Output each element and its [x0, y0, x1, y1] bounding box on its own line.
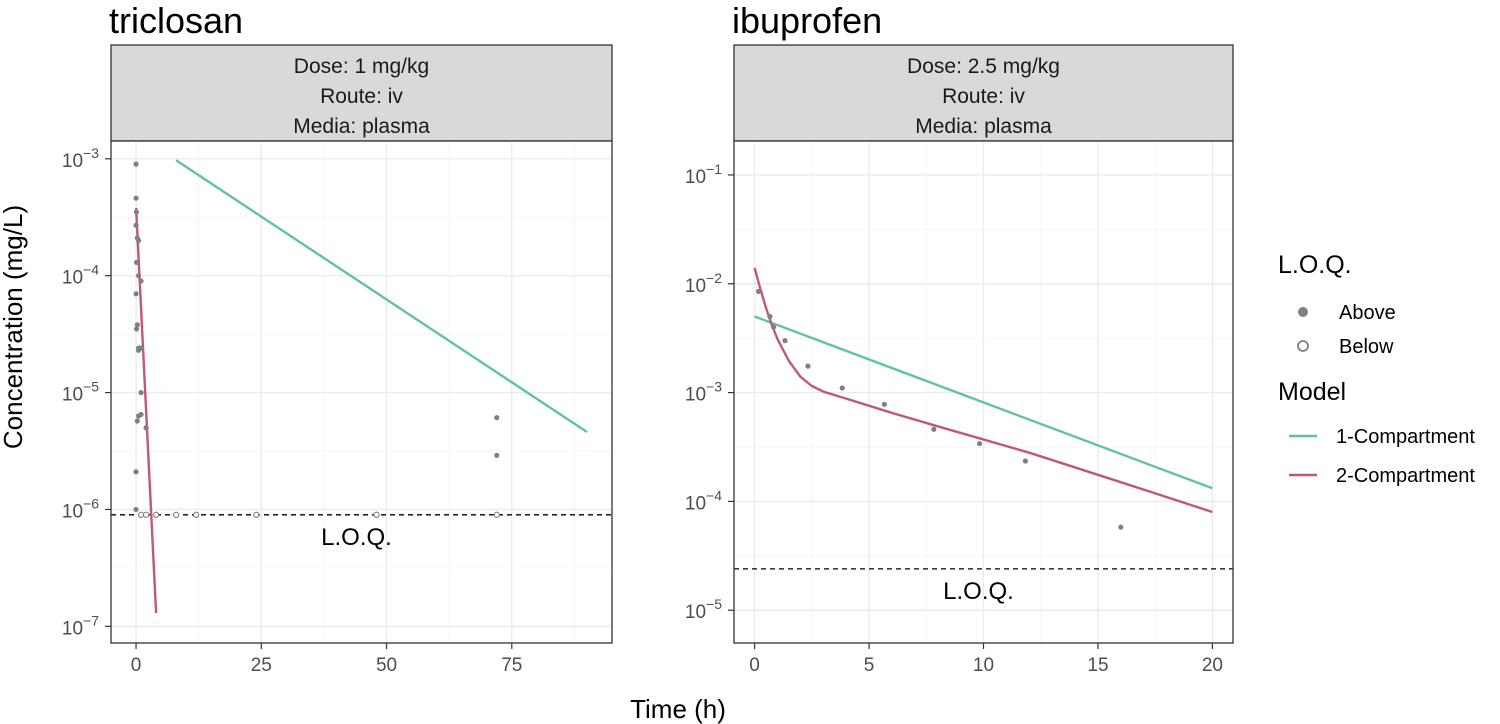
- data-point-below: [253, 511, 260, 518]
- plot-data: [111, 159, 612, 614]
- data-point-below: [142, 511, 150, 518]
- facet-strip: [110, 44, 613, 142]
- x-tick-label: 10: [973, 655, 994, 676]
- series-line-1-compartment: [175, 159, 588, 434]
- x-tick-label: 15: [1087, 655, 1108, 676]
- strip-label: Dose: 2.5 mg/kg: [907, 55, 1060, 78]
- legend-item-below: Below: [1339, 336, 1394, 358]
- data-point-below: [493, 511, 500, 518]
- data-point-above: [1118, 524, 1124, 530]
- y-tick-label: 10−7: [62, 612, 99, 639]
- y-tick-label: 10−5: [685, 596, 722, 623]
- y-tick-label: 10−1: [685, 161, 722, 188]
- data-point-above: [138, 278, 144, 284]
- data-point-above: [133, 209, 140, 215]
- data-point-above: [770, 324, 777, 330]
- panels: triclosan Dose: 1 mg/kg Route: iv Media: pl…: [62, 0, 1234, 676]
- data-point-above: [494, 415, 500, 421]
- data-point-above: [767, 313, 773, 320]
- data-point-above: [138, 389, 144, 396]
- data-point-above: [133, 222, 139, 228]
- panel-ibuprofen: ibuprofen Dose: 2.5 mg/kg Route: iv Media: …: [685, 0, 1234, 676]
- legend-item-2-compartment: 2-Compartment: [1336, 465, 1475, 487]
- data-point-below: [193, 511, 200, 518]
- legend-item-1-compartment: 1-Compartment: [1336, 426, 1475, 448]
- x-tick-label: 25: [251, 655, 272, 676]
- strip-label: Media: plasma: [293, 115, 430, 138]
- y-tick-label: 10−4: [685, 487, 722, 514]
- x-tick-label: 75: [501, 655, 522, 676]
- loq-label: L.O.Q.: [321, 524, 392, 551]
- data-point-above: [133, 326, 140, 332]
- x-axis-title: Time (h): [630, 694, 726, 724]
- data-point-above: [881, 401, 887, 407]
- data-point-above: [138, 411, 144, 418]
- data-point-above: [135, 273, 142, 279]
- plot-data: [734, 267, 1233, 570]
- y-tick-label: 10−3: [62, 145, 99, 172]
- x-tick-label: 0: [131, 655, 142, 676]
- y-tick-label: 10−6: [62, 495, 99, 522]
- data-point-above: [1022, 458, 1028, 464]
- x-tick-label: 5: [864, 655, 875, 676]
- series-line-2-compartment: [753, 267, 1213, 514]
- data-point-above: [133, 291, 139, 297]
- data-point-above: [839, 385, 845, 391]
- data-point-above: [782, 338, 788, 344]
- data-point-above: [133, 195, 139, 201]
- panel-title: triclosan: [109, 0, 243, 41]
- y-tick-label: 10−2: [685, 270, 722, 297]
- data-point-below: [137, 511, 145, 518]
- series-line-1-compartment: [754, 315, 1213, 490]
- legend-item-above: Above: [1339, 302, 1396, 324]
- loq-label: L.O.Q.: [943, 578, 1014, 605]
- legend: L.O.Q. Above Below Model 1-Compartment 2…: [1278, 251, 1475, 487]
- data-point-above: [805, 363, 811, 369]
- data-point-above: [755, 288, 762, 295]
- y-tick-label: 10−4: [62, 262, 99, 289]
- strip-label: Route: iv: [942, 85, 1025, 108]
- data-point-above: [135, 347, 142, 353]
- data-point-below: [172, 511, 180, 518]
- data-point-above: [133, 259, 140, 265]
- data-point-above: [931, 426, 937, 432]
- legend-filled-circle-icon: [1298, 307, 1308, 317]
- panel-triclosan: triclosan Dose: 1 mg/kg Route: iv Media: pl…: [62, 0, 613, 676]
- data-point-above: [133, 506, 139, 513]
- x-tick-label: 0: [749, 655, 760, 676]
- data-point-above: [135, 237, 142, 244]
- strip-label: Route: iv: [320, 85, 403, 108]
- facet-strip: [733, 44, 1234, 142]
- data-point-above: [134, 418, 140, 424]
- data-point-above: [143, 425, 149, 431]
- data-point-above: [134, 322, 140, 328]
- data-point-below: [373, 511, 380, 518]
- legend-open-circle-icon: [1297, 340, 1309, 352]
- panel-title: ibuprofen: [732, 0, 882, 41]
- x-tick-label: 20: [1202, 655, 1223, 676]
- legend-loq-title: L.O.Q.: [1278, 251, 1352, 279]
- y-tick-label: 10−5: [62, 379, 99, 406]
- data-point-below: [152, 511, 160, 518]
- data-point-above: [494, 452, 500, 458]
- strip-label: Media: plasma: [915, 115, 1052, 138]
- x-tick-label: 50: [376, 655, 397, 676]
- legend-model-title: Model: [1278, 378, 1346, 406]
- data-point-above: [133, 161, 139, 167]
- data-point-above: [977, 440, 983, 447]
- data-point-above: [133, 469, 139, 475]
- y-tick-label: 10−3: [685, 379, 722, 406]
- y-axis-title: Concentration (mg/L): [0, 205, 28, 449]
- strip-label: Dose: 1 mg/kg: [294, 55, 429, 78]
